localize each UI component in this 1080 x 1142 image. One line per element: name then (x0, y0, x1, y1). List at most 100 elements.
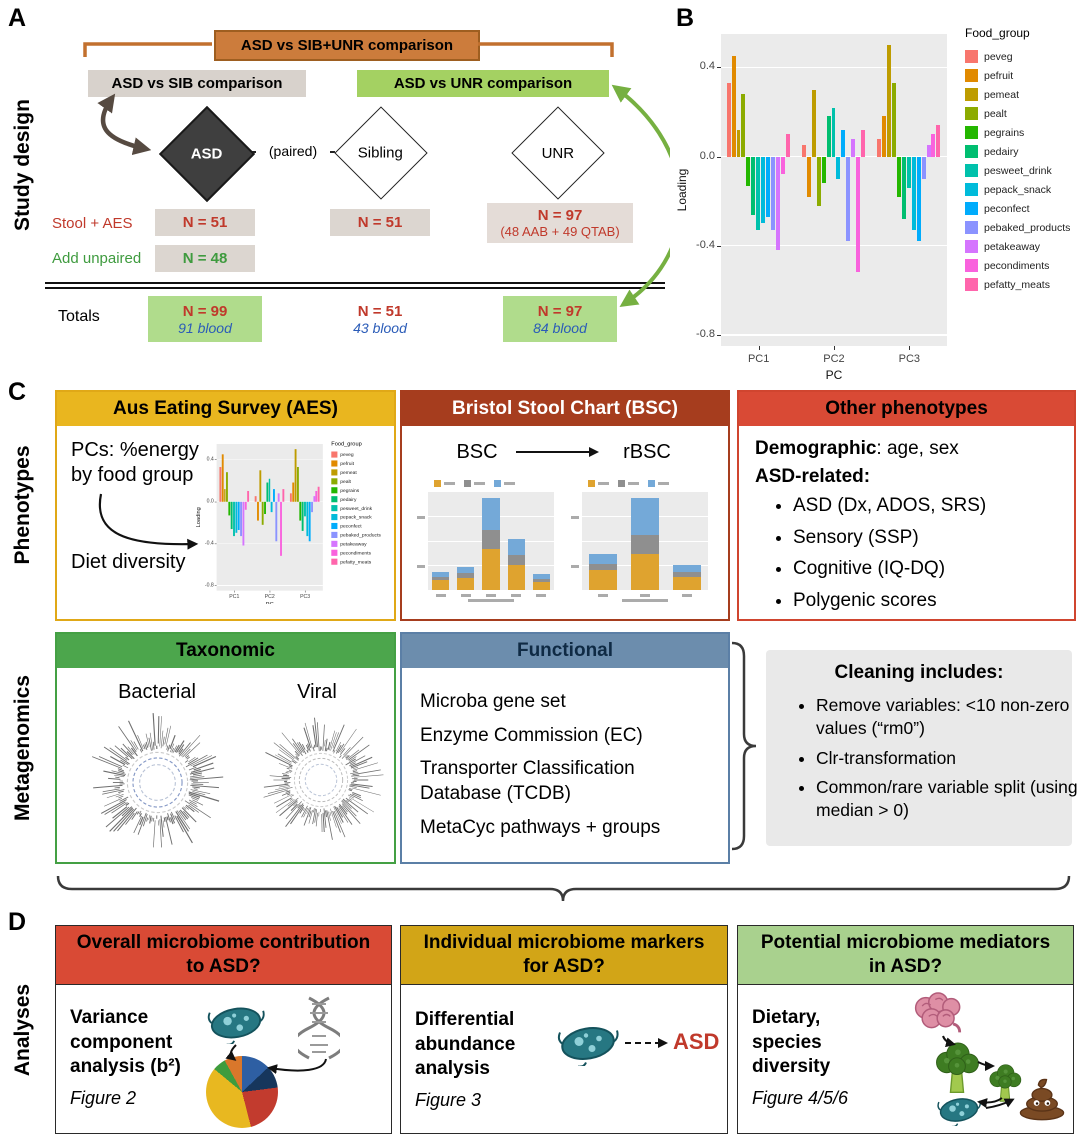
stack-seg (532, 582, 550, 590)
axis-smudge (622, 599, 668, 602)
legend-label: pedairy (340, 496, 357, 503)
legend-key (965, 278, 978, 291)
tick-smudge (598, 594, 608, 597)
box1-figure-ref: Figure 2 (70, 1088, 137, 1108)
stack-seg (672, 576, 702, 590)
ytick-smudge (417, 515, 425, 519)
bar-pebaked_products (275, 501, 278, 542)
legend-label: pesweet_drink (340, 505, 373, 511)
bar-pesweet_drink (906, 156, 911, 188)
stack-seg (672, 565, 702, 573)
legend-label: pepack_snack (340, 514, 372, 520)
legend-key (331, 469, 338, 476)
legend-key (965, 126, 978, 139)
legend-key (331, 514, 338, 521)
legend-key (965, 88, 978, 101)
row-stool-label: Stool + AES (52, 215, 133, 232)
bar-pesweet_drink (233, 501, 236, 537)
cleaning-title: Cleaning includes: (834, 662, 1004, 683)
aes-arrow (98, 493, 199, 550)
legend-key (464, 480, 471, 487)
box3-arrows (942, 1035, 1015, 1109)
bar-petakeaway (926, 145, 931, 157)
bar-peveg (801, 145, 806, 157)
legend-key (494, 480, 501, 487)
panel-d-letter: D (8, 908, 27, 936)
functional-header: Functional (402, 634, 728, 668)
bar-pedairy (266, 482, 269, 502)
row-totals-label: Totals (58, 308, 100, 325)
y-tick-label: -0.8 (696, 327, 715, 340)
stack-seg (457, 573, 475, 579)
stack-seg (630, 534, 660, 555)
bar-pefruit (882, 116, 887, 157)
viral-label: Viral (297, 681, 337, 703)
bar-pecondiments (315, 491, 318, 502)
bar-peconfect (237, 501, 240, 530)
legend-key (965, 259, 978, 272)
bar-pealt (892, 83, 897, 157)
bar-pecondiments (244, 501, 247, 510)
taxonomic-header: Taxonomic (57, 634, 394, 668)
legend-key (331, 451, 338, 458)
legend-title: Food_group (331, 440, 362, 447)
bar-pesweet_drink (303, 501, 306, 517)
tick-smudge (640, 594, 650, 597)
bar-peconfect (308, 501, 311, 542)
bar-pesweet_drink (831, 107, 836, 157)
stool-unr-n-line1: N = 97 (537, 207, 583, 224)
analysis-box-mediators: Potential microbiome mediators in ASD? D… (737, 925, 1074, 1134)
bar-petakeaway (277, 493, 280, 502)
legend-key (965, 50, 978, 63)
legend-label: pefruit (984, 69, 1014, 82)
demographic-line: Demographic: age, sex (755, 438, 959, 460)
box2-body: Differential abundance analysis (415, 1009, 516, 1080)
panel-b-letter: B (676, 4, 695, 32)
list-item: Cognitive (IQ-DQ) (793, 557, 1073, 582)
bar-pegrains (299, 501, 302, 521)
other-phenotypes-box: Other phenotypes Demographic: age, sex A… (737, 390, 1076, 621)
bar-pesweet_drink (268, 478, 271, 502)
legend-label: pefatty_meats (340, 558, 372, 565)
legend-key (965, 183, 978, 196)
bar-pegrains (263, 501, 266, 515)
legend-title: Food_group (965, 26, 1030, 40)
bar-pefatty_meats (861, 129, 866, 157)
totals-sib: N = 51 43 blood (330, 296, 430, 342)
y-tick-label: -0.8 (204, 582, 214, 588)
x-axis-label: PC (825, 368, 843, 382)
legend-label: pealt (984, 107, 1007, 120)
rbsc-chart (570, 476, 712, 604)
legend-label: pefatty_meats (984, 278, 1050, 291)
bar-pefruit (256, 501, 259, 521)
bar-pealt (261, 501, 264, 525)
legend-label: pefruit (340, 460, 354, 467)
legend-key (331, 522, 338, 530)
bar-petakeaway (851, 138, 856, 157)
x-tick (909, 346, 911, 350)
list-item: Sensory (SSP) (793, 526, 1073, 551)
legend-label: pemeat (340, 469, 357, 476)
bar-pefatty_meats (282, 489, 285, 502)
totals-sib-n: N = 51 (357, 302, 403, 320)
bar-pegrains (746, 156, 751, 186)
totals-divider-2 (45, 287, 665, 289)
box2-asd-label: ASD (673, 1029, 720, 1054)
functional-line: Microba gene set (420, 691, 566, 712)
x-tick-label: PC2 (823, 353, 845, 365)
bar-pepack_snack (306, 501, 309, 537)
bar-pebaked_products (240, 501, 242, 537)
totals-unr-box: N = 97 84 blood (503, 296, 617, 342)
bar-pedairy (901, 156, 906, 219)
stack-seg (457, 578, 475, 590)
tick-smudge (511, 594, 522, 597)
legend-smudge (628, 482, 639, 485)
analysis-box-overall: Overall microbiome contribution to ASD? … (55, 925, 392, 1134)
legend-label: petakeaway (984, 240, 1041, 253)
bar-pealt (816, 156, 821, 206)
legend-label: pecondiments (340, 549, 371, 556)
bar-pefruit (292, 482, 295, 502)
stool-asd-n: N = 51 (155, 209, 255, 236)
x-tick (758, 346, 760, 350)
tree-viral-svg (263, 717, 384, 840)
